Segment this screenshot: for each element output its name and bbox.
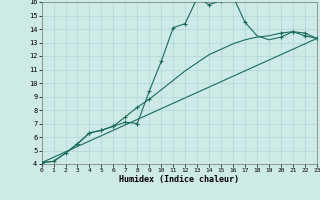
X-axis label: Humidex (Indice chaleur): Humidex (Indice chaleur) — [119, 175, 239, 184]
